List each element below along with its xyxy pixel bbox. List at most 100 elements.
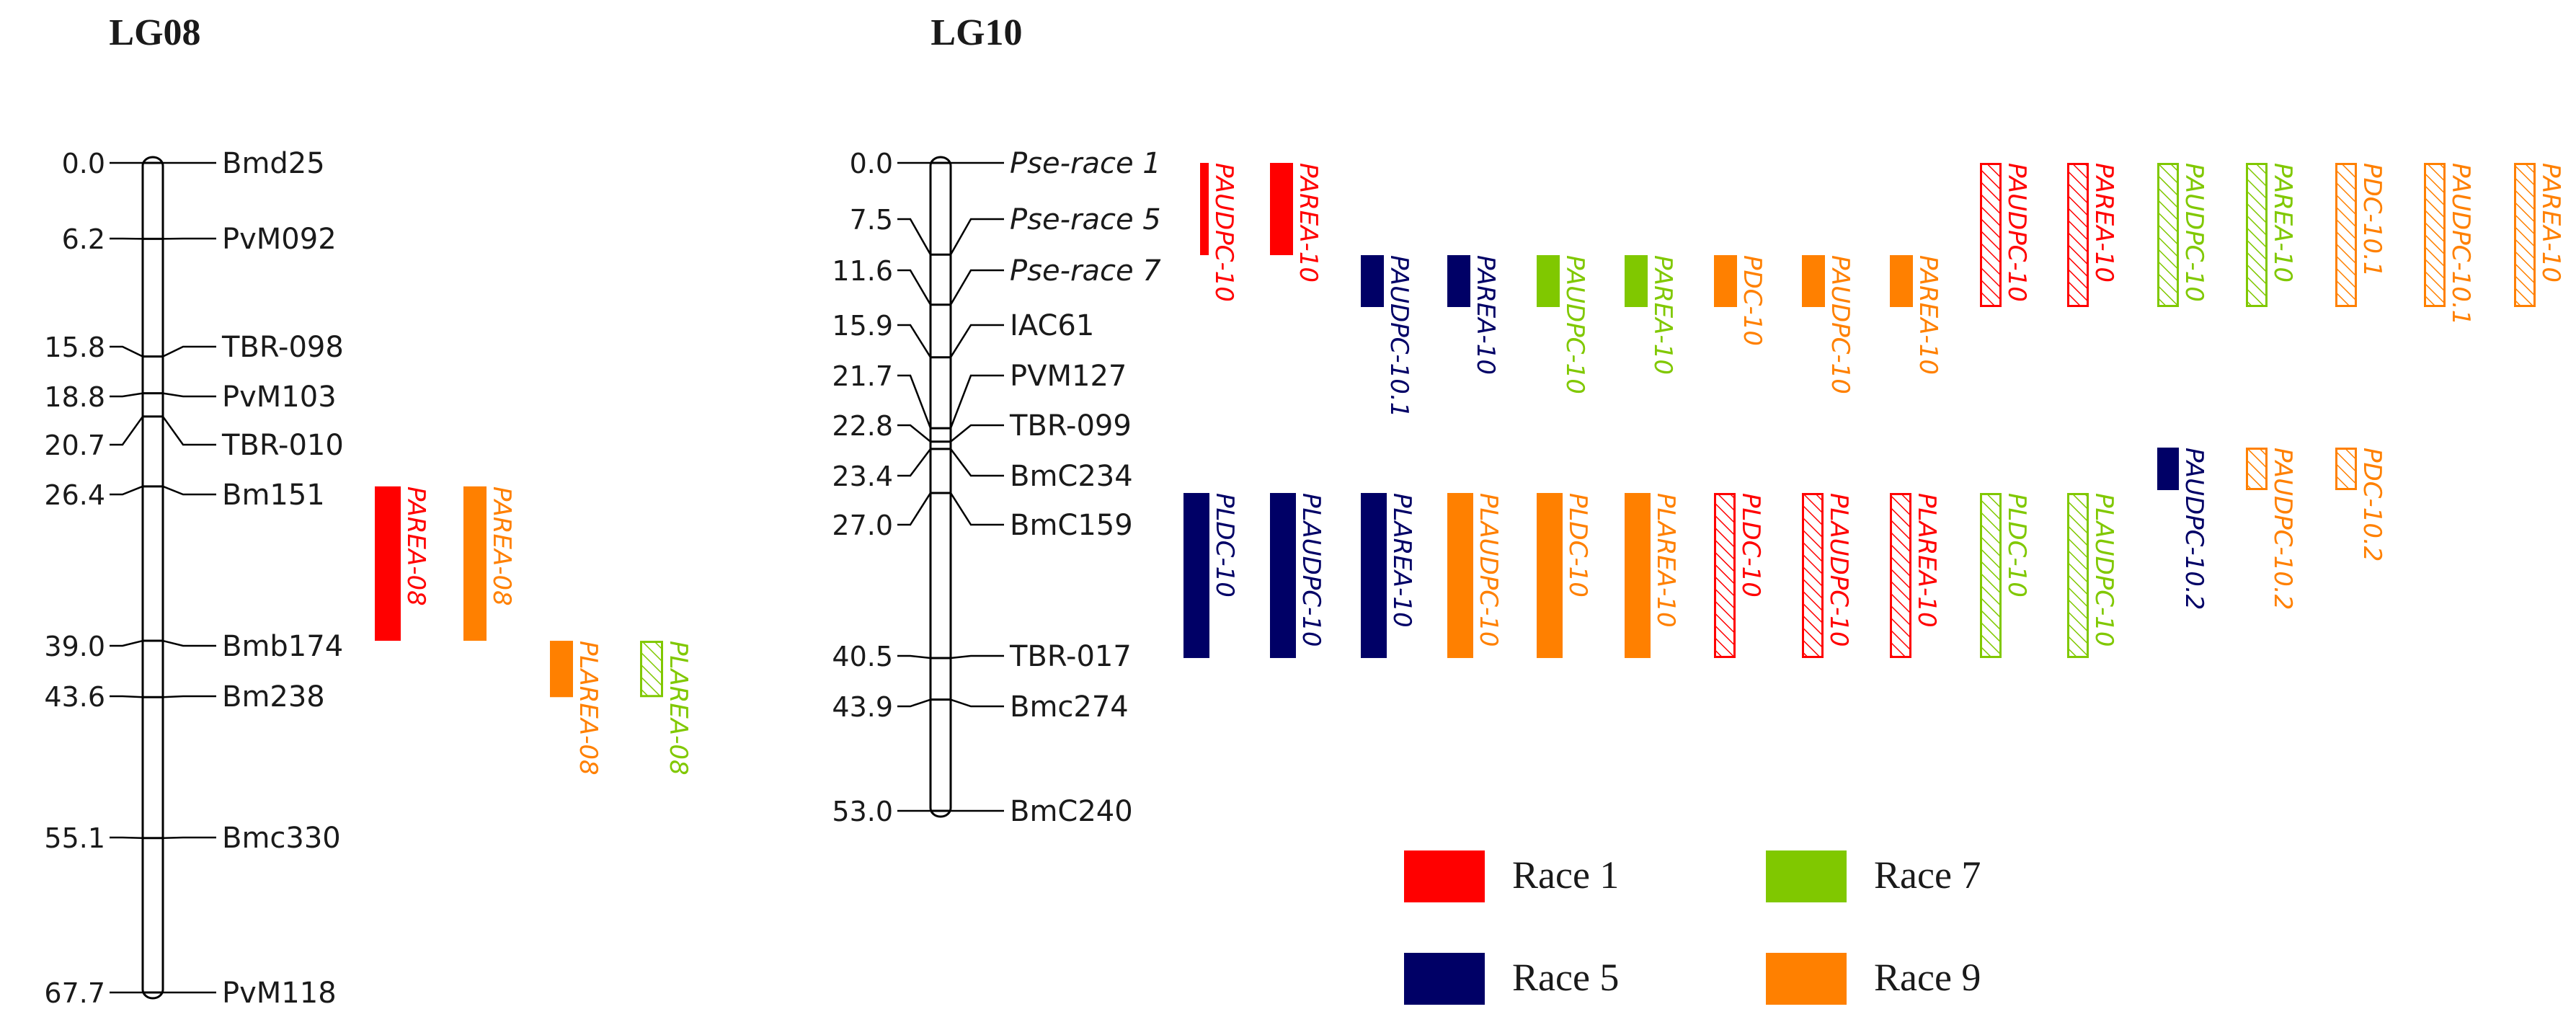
position-leader [110,392,143,398]
position-leader [110,416,144,446]
qtl-paudpc-10.1: PAUDPC-10.1 [2424,163,2475,325]
marker-tbr-017: 40.5 TBR-017 [832,640,1131,673]
qtl-label: PDC-10.2 [2358,448,2386,561]
marker-tbr-098: 15.8 TBR-098 [44,331,343,364]
qtl-pldc-10: PLDC-10 [1537,492,1592,658]
qtl-bar [1270,163,1293,255]
qtl-plarea-10: PLAREA-10 [1625,492,1680,658]
position-leader [897,424,931,443]
qtl-bar [1447,492,1473,658]
qtl-bar [1447,255,1470,307]
qtl-label: PAREA-08 [487,487,516,606]
qtl-label: PAUDPC-10.2 [2180,448,2208,610]
legend-label: Race 9 [1874,956,1981,999]
qtl-label: PAUDPC-10 [1826,255,1855,394]
marker-leader [949,492,1004,526]
marker-name: TBR-010 [221,429,344,462]
qtl-plaudpc-10: PLAUDPC-10 [2067,492,2118,658]
legend-item-race5: Race 5 [1404,953,1619,1005]
qtl-bar [1802,255,1825,307]
marker-position: 55.1 [44,822,105,854]
marker-leader [949,374,1004,429]
marker-position: 21.7 [832,360,893,392]
qtl-bar-hatched [640,641,663,698]
qtl-bar-hatched [1980,163,2002,307]
position-leader [897,374,932,429]
qtl-label: PAUDPC-10 [1560,255,1589,394]
qtl-plarea-08: PLAREA-08 [640,641,693,776]
marker-position: 43.6 [44,681,105,713]
marker-name: Bmc330 [222,822,341,855]
legend-swatch [1766,850,1847,902]
qtl-plaudpc-10: PLAUDPC-10 [1270,492,1325,658]
marker-pse-race-7: 11.6 Pse-race 7 [832,254,1161,306]
qtl-label: PAUDPC-10 [1209,163,1238,302]
marker-pvm127: 21.7 PVM127 [832,360,1127,430]
qtl-paudpc-10.2: PAUDPC-10.2 [2157,448,2208,610]
marker-leader [950,654,1004,659]
marker-bmb174: 39.0 Bmb174 [44,630,343,663]
marker-bmc234: 23.4 BmC234 [832,448,1133,493]
qtl-plaudpc-10: PLAUDPC-10 [1447,492,1503,658]
qtl-bar-hatched [2246,163,2268,307]
qtl-pdc-10: PDC-10 [1714,255,1767,346]
qtl-label: PAUDPC-10.1 [1385,255,1413,417]
marker-name: BmC159 [1010,509,1133,542]
qtl-parea-10: PAREA-10 [2514,163,2565,307]
qtl-parea-08: PAREA-08 [375,486,430,641]
qtl-parea-10: PAREA-10 [2067,163,2118,307]
qtl-bar-hatched [1802,492,1824,658]
marker-position: 15.9 [832,310,893,342]
marker-position: 43.9 [832,691,893,723]
qtl-label: PAUDPC-10 [2002,163,2031,302]
position-leader [897,269,932,306]
qtl-bar-hatched [2157,163,2179,307]
marker-name: Bmd25 [222,147,325,180]
qtl-label: PAREA-10 [2268,163,2297,283]
qtl-label: PLDC-10 [1736,493,1765,598]
qtl-bar [1625,255,1648,307]
marker-bmd25: 0.0 Bmd25 [62,147,325,180]
marker-position: 18.8 [44,381,105,413]
qtl-bar [1537,492,1563,658]
marker-position: 0.0 [62,148,105,179]
legend-swatch [1404,850,1485,902]
position-leader [897,698,931,708]
qtl-label: PLAREA-10 [1387,493,1416,628]
qtl-bar [1183,492,1209,658]
qtl-bar [2157,448,2179,490]
marker-leader [162,639,216,647]
marker-position: 0.0 [850,148,893,179]
marker-pse-race-1: 0.0 Pse-race 1 [850,147,1161,180]
lg08-title: LG08 [109,12,200,53]
legend-label: Race 7 [1874,853,1981,897]
qtl-paudpc-10: PAUDPC-10 [2157,163,2208,307]
qtl-label: PLAREA-10 [1912,493,1941,628]
marker-name: IAC61 [1010,309,1094,342]
marker-name: Pse-race 5 [1010,203,1161,236]
qtl-bar-hatched [1714,492,1736,658]
qtl-bar [1270,492,1296,658]
qtl-bar-hatched [2424,163,2446,307]
legend-label: Race 1 [1512,853,1619,897]
marker-name: TBR-098 [221,331,344,364]
qtl-parea-10: PAREA-10 [1890,255,1942,375]
qtl-label: PAREA-10 [1294,163,1323,283]
qtl-label: PLDC-10 [2002,493,2031,598]
legend-item-race9: Race 9 [1766,953,1981,1005]
marker-leader [949,218,1004,255]
qtl-bar [1714,255,1737,307]
marker-name: BmC234 [1010,460,1133,493]
qtl-label: PAREA-10 [1471,255,1500,375]
lg08-chromosome [141,156,164,1000]
qtl-parea-10: PAREA-10 [2246,163,2297,307]
marker-leader [162,695,216,698]
marker-name: TBR-099 [1009,409,1132,443]
qtl-label: PLAUDPC-10 [1297,493,1325,647]
marker-pvm092: 6.2 PvM092 [62,223,337,256]
qtl-label: PLAUDPC-10 [2089,493,2118,647]
qtl-label: PLAUDPC-10 [1474,493,1503,647]
marker-bmc240: 53.0 BmC240 [832,795,1132,828]
marker-name: TBR-017 [1009,640,1132,673]
qtl-label: PLAUDPC-10 [1824,493,1853,647]
